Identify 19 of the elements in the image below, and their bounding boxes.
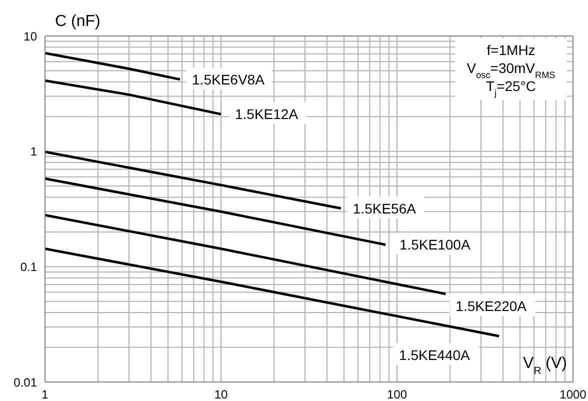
series-label: 1.5KE56A xyxy=(352,200,417,216)
x-tick-label: 100 xyxy=(386,388,408,401)
annotation: V$_{osc}$=30mV$_{RMS}$ xyxy=(466,60,556,80)
x-tick-label: 1000 xyxy=(560,388,587,401)
annotation: f=1MHz xyxy=(486,42,536,58)
annotation: T$_{j}$=25°C xyxy=(486,78,536,98)
y-tick-label: 1 xyxy=(30,144,38,159)
y-tick-label: 0.1 xyxy=(20,260,38,274)
series-label: 1.5KE220A xyxy=(456,298,528,314)
series-label: 1.5KE440A xyxy=(399,347,471,364)
y-tick-label: 10 xyxy=(24,29,38,44)
x-axis-title: V$_{R}$ (V) xyxy=(523,355,567,376)
series-label: 1.5KE6V8A xyxy=(192,71,266,88)
series-label: 1.5KE12A xyxy=(235,106,299,122)
y-tick-label: 0.01 xyxy=(14,375,38,390)
series-label: 1.5KE100A xyxy=(399,236,471,253)
x-tick-label: 10 xyxy=(214,388,228,401)
x-tick-label: 1 xyxy=(42,388,49,401)
y-axis-title: C (nF) xyxy=(55,13,100,30)
